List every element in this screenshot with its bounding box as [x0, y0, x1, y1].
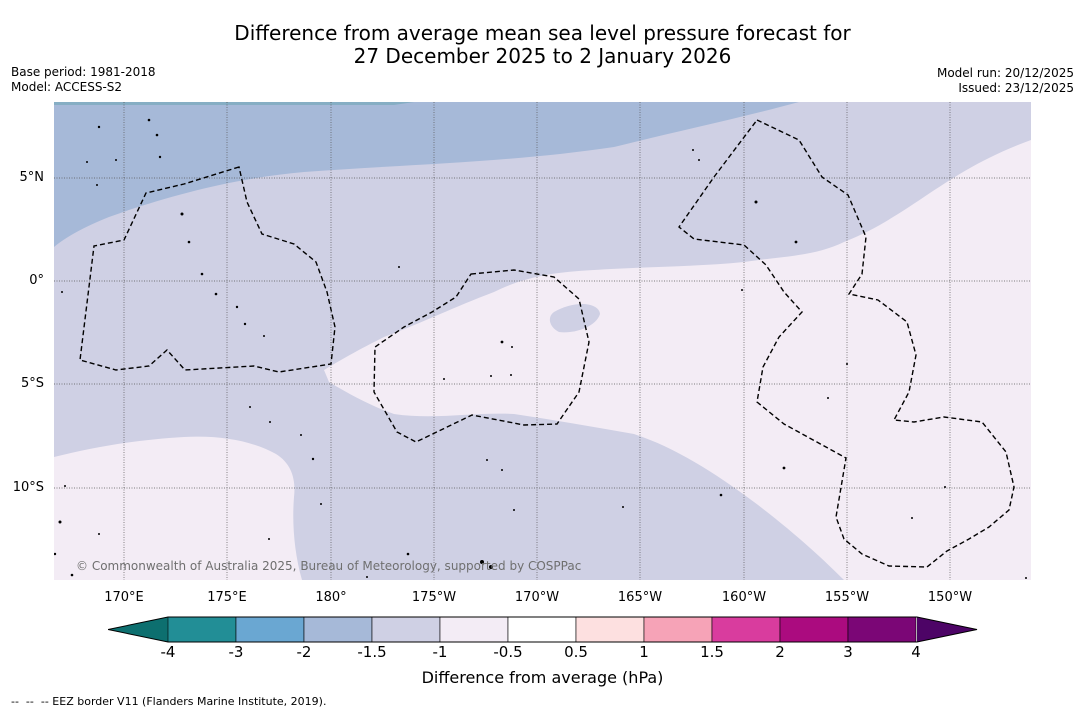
title-line-2: 27 December 2025 to 2 January 2026 — [353, 44, 732, 68]
lat-label-10s: 10°S — [12, 480, 44, 495]
colorbar-tick-label: -1.5 — [357, 643, 387, 661]
colorbar-tick-label: 1 — [639, 643, 649, 661]
anomaly-region-pale-pink-east — [324, 140, 1031, 580]
lon-label-175e: 175°E — [207, 590, 247, 605]
colorbar-title: Difference from average (hPa) — [421, 668, 664, 687]
copyright-credit: © Commonwealth of Australia 2025, Bureau… — [76, 559, 582, 573]
colorbar-tick-label: -0.5 — [493, 643, 523, 661]
lon-label-175w: 175°W — [411, 590, 457, 605]
anomaly-region-pale-pink-southwest — [54, 436, 302, 580]
colorbar-arrow-high — [917, 617, 977, 642]
colorbar-cell — [235, 616, 305, 643]
map-title: Difference from average mean sea level p… — [0, 22, 1085, 68]
base-period: Base period: 1981-2018 — [11, 65, 156, 79]
graticule — [54, 102, 1031, 580]
lat-label-0: 0° — [29, 273, 44, 288]
colorbar-cell — [167, 616, 237, 643]
eez-borders — [79, 119, 1015, 568]
title-line-1: Difference from average mean sea level p… — [234, 21, 851, 45]
anomaly-region-teal-sliver — [54, 102, 414, 105]
colorbar-tick-label: 1.5 — [700, 643, 724, 661]
eez-tuvalu-border — [79, 166, 336, 373]
eez-legend-footnote: -- -- -- EEZ border V11 (Flanders Marine… — [11, 695, 327, 708]
lat-label-5n: 5°N — [19, 170, 45, 185]
colorbar-tick-label: -2 — [296, 643, 312, 661]
colorbar-cell — [507, 616, 577, 643]
model-run: Model run: 20/12/2025 — [936, 66, 1074, 80]
colorbar-svg — [107, 616, 978, 643]
colorbar-tick-label: 4 — [911, 643, 921, 661]
colorbar-tick-label: 0.5 — [564, 643, 588, 661]
lon-label-180: 180° — [315, 590, 347, 605]
colorbar-cell — [303, 616, 373, 643]
colorbar-tick-label: 3 — [843, 643, 853, 661]
meta-left: Base period: 1981-2018 Model: ACCESS-S2 — [11, 65, 156, 95]
colorbar-tick-label: -1 — [432, 643, 448, 661]
eez-tokelau-border — [373, 269, 590, 443]
colorbar-cell — [711, 616, 781, 643]
lon-label-165w: 165°W — [617, 590, 663, 605]
colorbar-cell — [371, 616, 441, 643]
model-name: Model: ACCESS-S2 — [11, 80, 123, 94]
lon-label-155w: 155°W — [824, 590, 870, 605]
colorbar-tick-label: 2 — [775, 643, 785, 661]
lat-label-5s: 5°S — [20, 376, 44, 391]
anomaly-region-steel-blue — [54, 102, 799, 247]
colorbar — [107, 616, 978, 648]
issued-date: Issued: 23/12/2025 — [958, 81, 1074, 95]
lon-label-170w: 170°W — [514, 590, 560, 605]
island-markers — [54, 118, 1027, 579]
colorbar-cell — [779, 616, 849, 643]
colorbar-cell — [575, 616, 645, 643]
colorbar-cell — [643, 616, 713, 643]
meta-right: Model run: 20/12/2025 Issued: 23/12/2025 — [937, 66, 1074, 96]
colorbar-tick-label: -3 — [228, 643, 244, 661]
lon-label-150w: 150°W — [927, 590, 973, 605]
lon-label-160w: 160°W — [721, 590, 767, 605]
colorbar-tick-label: -4 — [160, 643, 176, 661]
anomaly-blob-lavender — [549, 303, 600, 333]
map-panel[interactable]: © Commonwealth of Australia 2025, Bureau… — [54, 102, 1031, 580]
colorbar-arrow-low — [108, 617, 168, 642]
colorbar-cell — [847, 616, 917, 643]
map-canvas — [54, 102, 1031, 580]
colorbar-cell — [439, 616, 509, 643]
colorbar-outline — [107, 616, 978, 643]
eez-cook-islands-border — [678, 119, 1015, 568]
lon-label-170e: 170°E — [104, 590, 144, 605]
